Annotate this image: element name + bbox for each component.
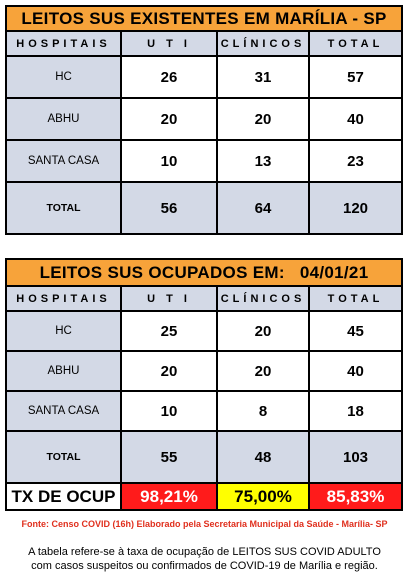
col-header-total: TOTAL: [307, 285, 404, 312]
uti-value: 20: [120, 97, 218, 141]
source-note: Fonte: Censo COVID (16h) Elaborado pela …: [21, 519, 388, 529]
row-label: SANTA CASA: [5, 139, 122, 183]
clinicos-value: 13: [216, 139, 310, 183]
rate-label: TX DE OCUP: [5, 482, 122, 511]
table-row: SANTA CASA 10 13 23: [5, 139, 403, 183]
table-row: SANTA CASA 10 8 18: [5, 390, 404, 432]
col-header-clinicos: CLÍNICOS: [216, 30, 310, 57]
uti-value: 25: [120, 310, 218, 352]
total-value: 57: [308, 55, 403, 99]
clinicos-value: 31: [216, 55, 310, 99]
uti-value: 20: [120, 350, 218, 392]
clinicos-value: 48: [216, 430, 310, 484]
col-header-uti: U T I: [120, 30, 218, 57]
uti-rate: 98,21%: [120, 482, 218, 511]
row-label: ABHU: [5, 97, 122, 141]
col-header-clinicos: CLÍNICOS: [216, 285, 310, 312]
uti-value: 56: [120, 181, 218, 235]
clinicos-value: 64: [216, 181, 310, 235]
row-label: HC: [5, 55, 122, 99]
total-value: 40: [307, 350, 404, 392]
total-rate: 85,83%: [307, 482, 404, 511]
existing-beds-table: LEITOS SUS EXISTENTES EM MARÍLIA - SP HO…: [5, 5, 403, 235]
uti-value: 10: [120, 390, 218, 432]
col-header-hospitais: HOSPITAIS: [5, 285, 122, 312]
clinicos-value: 20: [216, 350, 310, 392]
total-value: 120: [308, 181, 403, 235]
row-label: SANTA CASA: [5, 390, 122, 432]
col-header-uti: U T I: [120, 285, 218, 312]
total-value: 103: [307, 430, 404, 484]
row-label: TOTAL: [5, 430, 122, 484]
uti-value: 26: [120, 55, 218, 99]
occupancy-rate-row: TX DE OCUP 98,21% 75,00% 85,83%: [5, 482, 404, 511]
clinicos-rate: 75,00%: [216, 482, 310, 511]
table-title: LEITOS SUS OCUPADOS EM: 04/01/21: [4, 258, 404, 287]
table-row: HC 25 20 45: [5, 310, 404, 352]
row-label: HC: [5, 310, 122, 352]
total-value: 45: [307, 310, 404, 352]
table-row: ABHU 20 20 40: [5, 97, 403, 141]
table-title: LEITOS SUS EXISTENTES EM MARÍLIA - SP: [5, 5, 403, 32]
total-value: 40: [308, 97, 403, 141]
col-header-total: TOTAL: [308, 30, 403, 57]
col-header-hospitais: HOSPITAIS: [5, 30, 122, 57]
row-label: TOTAL: [5, 181, 122, 235]
row-label: ABHU: [5, 350, 122, 392]
total-value: 18: [307, 390, 404, 432]
footnote-line: com casos suspeitos ou confirmados de CO…: [31, 560, 378, 572]
table-row: HC 26 31 57: [5, 55, 403, 99]
uti-value: 55: [120, 430, 218, 484]
footnote-line: A tabela refere-se à taxa de ocupação de…: [28, 546, 381, 558]
total-value: 23: [308, 139, 403, 183]
total-row: TOTAL 55 48 103: [5, 430, 404, 484]
clinicos-value: 20: [216, 310, 310, 352]
total-row: TOTAL 56 64 120: [5, 181, 403, 235]
uti-value: 10: [120, 139, 218, 183]
footnote: A tabela refere-se à taxa de ocupação de…: [0, 545, 409, 573]
table-row: ABHU 20 20 40: [5, 350, 404, 392]
clinicos-value: 8: [216, 390, 310, 432]
occupied-beds-table: LEITOS SUS OCUPADOS EM: 04/01/21 HOSPITA…: [4, 258, 404, 511]
clinicos-value: 20: [216, 97, 310, 141]
